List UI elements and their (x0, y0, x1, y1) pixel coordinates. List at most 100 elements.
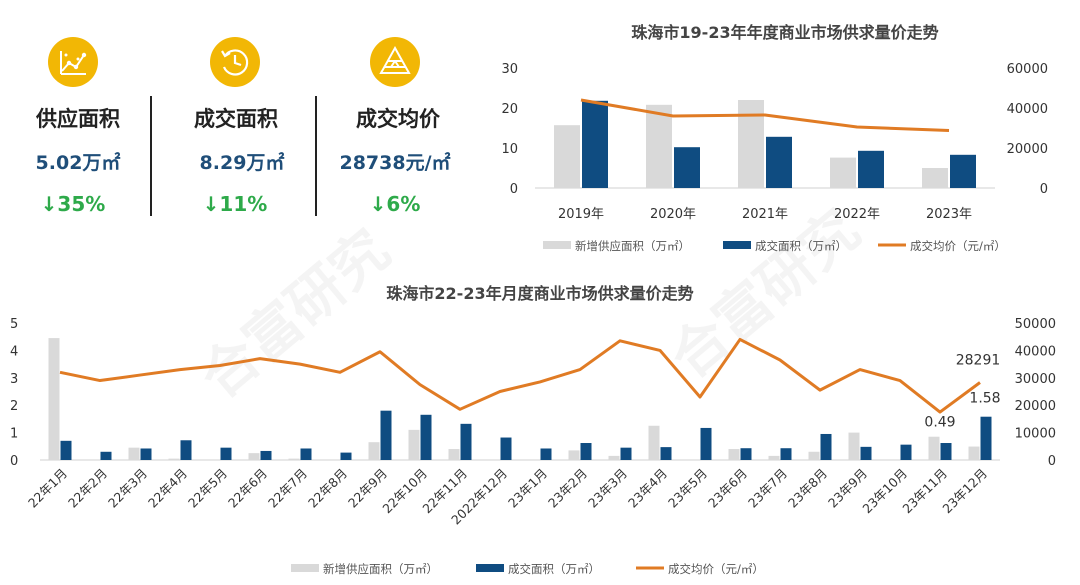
deal-bar (940, 443, 952, 460)
deal-bar (300, 448, 312, 460)
y-right-tick-label: 30000 (1015, 372, 1056, 387)
x-tick-label: 22年8月 (305, 466, 350, 511)
x-tick-label: 23年6月 (705, 466, 750, 511)
deal-bar (820, 433, 832, 460)
kpi-divider (315, 96, 317, 216)
kpi-value-deal: 8.29万㎡ (199, 152, 285, 174)
x-tick-label: 22年5月 (185, 466, 230, 511)
kpi-title-deal: 成交面积 (194, 107, 278, 131)
deal-bar (582, 100, 608, 188)
deal-bar (620, 447, 632, 460)
deal-bar (980, 416, 992, 460)
deal-bar (900, 444, 912, 460)
supply-bar (168, 458, 180, 460)
supply-bar (554, 125, 580, 188)
x-tick-label: 2023年 (926, 207, 972, 222)
x-tick-label: 23年3月 (585, 466, 630, 511)
supply-bar (568, 450, 580, 460)
y-left-tick-label: 30 (501, 62, 518, 77)
supply-bar (848, 432, 860, 460)
x-tick-label: 23年8月 (785, 466, 830, 511)
kpi-title-supply: 供应面积 (36, 107, 120, 131)
x-tick-label: 23年1月 (505, 466, 550, 511)
x-tick-label: 23年7月 (745, 466, 790, 511)
y-left-tick-label: 1 (10, 427, 18, 442)
x-tick-label: 22年2月 (65, 466, 110, 511)
legend-label: 成交面积（万㎡） (755, 239, 847, 253)
legend-label: 新增供应面积（万㎡） (323, 562, 438, 576)
supply-bar (448, 449, 460, 460)
price-line (580, 98, 950, 133)
supply-bar (928, 436, 940, 460)
y-right-tick-label: 50000 (1015, 317, 1056, 332)
deal-bar (700, 427, 712, 460)
x-tick-label: 2022年 (834, 207, 880, 222)
supply-bar (128, 447, 140, 460)
y-right-tick-label: 40000 (1015, 344, 1056, 359)
chart-title: 珠海市19-23年年度商业市场供求量价走势 (631, 23, 938, 42)
deal-bar (674, 147, 700, 188)
deal-bar (340, 452, 352, 460)
deal-bar (60, 440, 72, 460)
deal-bar (858, 150, 884, 188)
x-tick-label: 22年3月 (105, 466, 150, 511)
legend-swatch-supply (543, 241, 571, 249)
y-right-tick-label: 20000 (1015, 399, 1056, 414)
clock-refresh-icon (210, 37, 260, 87)
price-line (59, 337, 981, 414)
deal-bar (950, 154, 976, 188)
x-tick-label: 23年2月 (545, 466, 590, 511)
y-right-tick-label: 0 (1040, 182, 1048, 197)
legend-label: 成交均价（元/㎡） (910, 239, 1006, 253)
supply-bar (48, 338, 60, 460)
y-right-tick-label: 20000 (1007, 142, 1048, 157)
y-right-tick-label: 0 (1048, 454, 1056, 469)
kpi-change-deal: ↓11% (202, 192, 268, 216)
data-label-supply: 0.49 (924, 415, 955, 431)
x-tick-label: 23年4月 (625, 466, 670, 511)
supply-bar (922, 168, 948, 188)
deal-bar (860, 446, 872, 460)
supply-bar (728, 449, 740, 460)
x-tick-label: 2019年 (558, 207, 604, 222)
deal-bar (660, 447, 672, 460)
y-right-tick-label: 40000 (1007, 102, 1048, 117)
y-left-tick-label: 10 (501, 142, 518, 157)
deal-bar (140, 448, 152, 460)
y-left-tick-label: 20 (501, 102, 518, 117)
deal-bar (220, 447, 232, 460)
chart-title: 珠海市22-23年月度商业市场供求量价走势 (386, 284, 693, 303)
supply-bar (608, 455, 620, 460)
kpi-value-supply: 5.02万㎡ (35, 152, 121, 174)
deal-bar (500, 437, 512, 460)
y-right-tick-label: 10000 (1015, 427, 1056, 442)
deal-bar (540, 448, 552, 460)
supply-bar (830, 157, 856, 188)
legend-swatch-deal (723, 241, 751, 249)
y-left-tick-label: 3 (10, 372, 18, 387)
deal-bar (260, 450, 272, 460)
supply-bar (808, 451, 820, 460)
x-tick-label: 22年4月 (145, 466, 190, 511)
deal-bar (380, 410, 392, 460)
deal-bar (766, 136, 792, 188)
chart-dots-icon (48, 37, 98, 87)
x-tick-label: 2020年 (650, 207, 696, 222)
y-left-tick-label: 5 (10, 317, 18, 332)
supply-bar (248, 453, 260, 460)
y-left-tick-label: 0 (10, 454, 18, 469)
supply-bar (288, 458, 300, 460)
deal-bar (580, 443, 592, 460)
legend-label: 新增供应面积（万㎡） (575, 239, 690, 253)
y-right-tick-label: 60000 (1007, 62, 1048, 77)
deal-bar (740, 448, 752, 460)
y-left-tick-label: 4 (10, 344, 18, 359)
kpi-divider (150, 96, 152, 216)
deal-bar (460, 423, 472, 460)
deal-bar (100, 451, 112, 460)
kpi-change-price: ↓6% (369, 192, 421, 216)
x-tick-label: 23年5月 (665, 466, 710, 511)
supply-bar (648, 425, 660, 460)
x-tick-label: 22年6月 (225, 466, 270, 511)
